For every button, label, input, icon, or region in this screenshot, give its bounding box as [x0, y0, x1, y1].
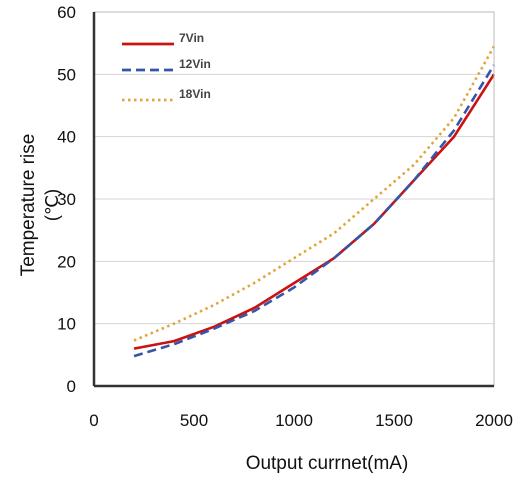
y-tick-label: 0 [67, 377, 76, 396]
x-tick-label: 500 [180, 411, 208, 430]
y-tick-label: 30 [57, 190, 76, 209]
y-tick-label: 40 [57, 128, 76, 147]
y-axis-title: Temperature rise [18, 134, 39, 277]
x-tick-label: 1000 [275, 411, 313, 430]
x-tick-label: 0 [89, 411, 98, 430]
y-tick-label: 60 [57, 3, 76, 22]
series-lines [133, 45, 496, 358]
x-axis-title: Output currnet(mA) [246, 453, 409, 474]
y-tick-label: 50 [57, 65, 76, 84]
series-line-7vin [133, 73, 496, 350]
gridlines [94, 73, 494, 325]
x-tick-labels: 0 500 1000 1500 2000 [89, 411, 513, 430]
legend-label-12vin: 12Vin [179, 57, 211, 71]
x-tick-label: 1500 [375, 411, 413, 430]
x-tick-label: 2000 [475, 411, 513, 430]
y-axis-title-group: Temperature rise (℃) [18, 134, 62, 277]
legend-label-18vin: 18Vin [179, 87, 211, 101]
legend: 7Vin 12Vin 18Vin [122, 31, 211, 102]
series-line-12vin [133, 64, 496, 358]
legend-label-7vin: 7Vin [179, 31, 204, 45]
y-tick-label: 10 [57, 315, 76, 334]
y-axis-unit: (℃) [42, 189, 62, 221]
y-tick-labels: 0 10 20 30 40 50 60 [57, 3, 76, 396]
y-tick-label: 20 [57, 252, 76, 271]
